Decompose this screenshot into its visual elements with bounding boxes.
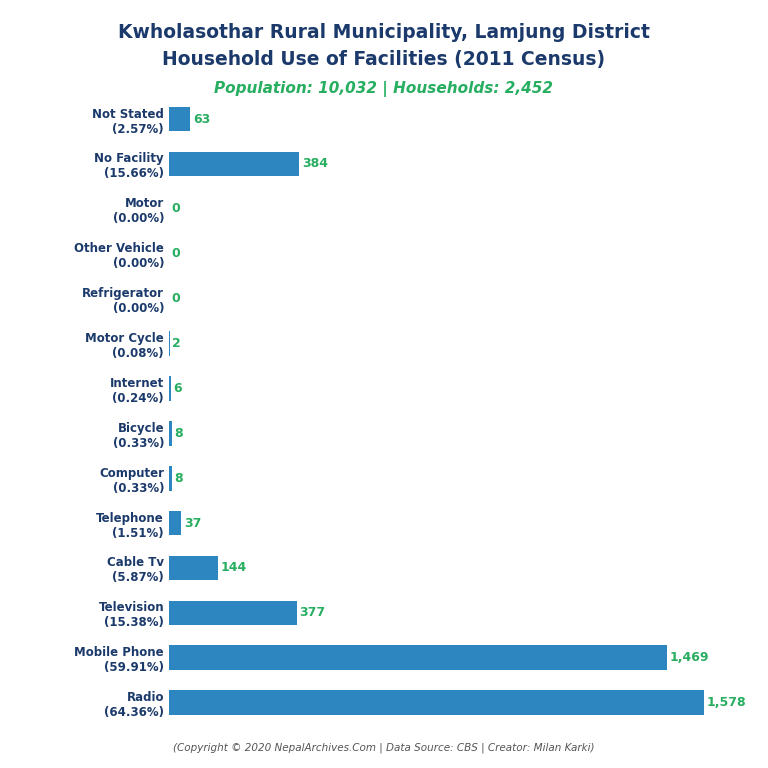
- Text: Household Use of Facilities (2011 Census): Household Use of Facilities (2011 Census…: [163, 50, 605, 69]
- Bar: [169, 466, 172, 491]
- Text: 384: 384: [302, 157, 328, 170]
- Text: 377: 377: [300, 607, 326, 619]
- Bar: [169, 556, 218, 581]
- Text: Kwholasothar Rural Municipality, Lamjung District: Kwholasothar Rural Municipality, Lamjung…: [118, 23, 650, 42]
- Bar: [169, 151, 299, 177]
- Text: 8: 8: [174, 427, 183, 440]
- Text: 0: 0: [172, 247, 180, 260]
- Text: Population: 10,032 | Households: 2,452: Population: 10,032 | Households: 2,452: [214, 81, 554, 97]
- Bar: [169, 645, 667, 670]
- Bar: [169, 690, 703, 715]
- Text: 0: 0: [172, 203, 180, 215]
- Text: 6: 6: [174, 382, 182, 395]
- Bar: [169, 511, 181, 535]
- Text: (Copyright © 2020 NepalArchives.Com | Data Source: CBS | Creator: Milan Karki): (Copyright © 2020 NepalArchives.Com | Da…: [174, 742, 594, 753]
- Bar: [169, 601, 296, 625]
- Text: 0: 0: [172, 292, 180, 305]
- Text: 2: 2: [172, 337, 181, 350]
- Text: 1,469: 1,469: [670, 651, 709, 664]
- Text: 8: 8: [174, 472, 183, 485]
- Text: 1,578: 1,578: [707, 696, 746, 709]
- Text: 37: 37: [184, 517, 201, 530]
- Text: 144: 144: [220, 561, 247, 574]
- Text: 63: 63: [193, 113, 210, 126]
- Bar: [169, 376, 171, 401]
- Bar: [169, 107, 190, 131]
- Bar: [169, 421, 172, 445]
